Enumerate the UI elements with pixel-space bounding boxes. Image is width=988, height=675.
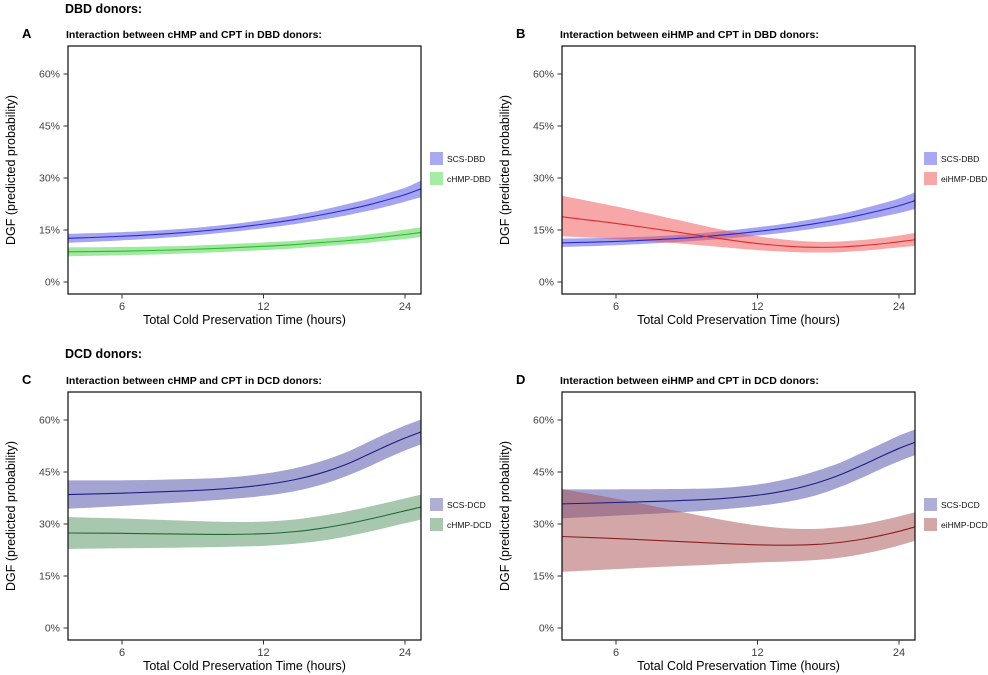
line-chmp-dcd <box>68 506 421 535</box>
panel-title: Interaction between eiHMP and CPT in DCD… <box>560 375 819 387</box>
line-scs-dcd <box>562 441 915 505</box>
panel-a-chart: A Interaction between cHMP and CPT in DBD… <box>4 26 491 327</box>
plot-border <box>561 391 916 641</box>
x-tick-label: 6 <box>119 647 125 659</box>
legend-swatch-chmp-dcd <box>430 518 443 531</box>
legend: SCS-DBD eiHMP-DBD <box>924 152 987 185</box>
ribbon-scs-dcd <box>68 419 421 509</box>
legend-swatch-scs-dcd <box>430 498 443 511</box>
legend-swatch-scs-dcd <box>924 498 937 511</box>
panel-letter: A <box>22 26 32 41</box>
panel-c: C Interaction between cHMP and CPT in DCD… <box>0 368 494 675</box>
legend-label: SCS-DBD <box>941 154 979 164</box>
x-tick-label: 12 <box>257 647 269 659</box>
legend: SCS-DCD eiHMP-DCD <box>924 498 988 531</box>
x-axis-title: Total Cold Preservation Time (hours) <box>143 313 346 327</box>
y-tick-label: 60% <box>39 69 60 81</box>
y-tick-label: 0% <box>45 277 60 289</box>
legend-swatch-scs-dbd <box>430 152 443 165</box>
panel-title: Interaction between eiHMP and CPT in DBD… <box>560 29 819 41</box>
panel-title: Interaction between cHMP and CPT in DBD … <box>66 29 322 41</box>
group-header-dbd: DBD donors: <box>65 2 143 16</box>
y-axis-title: DGF (predicted probability) <box>498 441 512 591</box>
panel-b-chart: B Interaction between eiHMP and CPT in DB… <box>498 26 987 327</box>
legend-label: eiHMP-DBD <box>941 174 987 184</box>
y-tick-label: 0% <box>539 623 554 635</box>
ribbon-eihmp-dbd <box>562 195 915 253</box>
panel-letter: C <box>22 372 32 387</box>
legend-swatch-scs-dbd <box>924 152 937 165</box>
x-tick-label: 24 <box>399 647 411 659</box>
x-axis-title: Total Cold Preservation Time (hours) <box>637 313 840 327</box>
y-tick-label: 15% <box>533 571 554 583</box>
x-tick-label: 12 <box>751 647 763 659</box>
y-tick-label: 60% <box>39 415 60 427</box>
legend-swatch-eihmp-dcd <box>924 518 937 531</box>
y-axis-title: DGF (predicted probability) <box>4 441 18 591</box>
x-axis-title: Total Cold Preservation Time (hours) <box>143 659 346 673</box>
legend-swatch-eihmp-dbd <box>924 172 937 185</box>
y-tick-label: 60% <box>533 69 554 81</box>
plot-area <box>562 46 915 294</box>
y-tick-label: 45% <box>39 467 60 479</box>
line-scs-dcd <box>68 431 421 496</box>
legend-label: SCS-DCD <box>447 500 486 510</box>
legend: SCS-DBD cHMP-DBD <box>430 152 491 185</box>
legend-swatch-chmp-dbd <box>430 172 443 185</box>
line-eihmp-dcd <box>562 526 915 546</box>
y-tick-label: 30% <box>39 173 60 185</box>
x-tick-label: 6 <box>613 301 619 313</box>
y-axis-title: DGF (predicted probability) <box>498 95 512 245</box>
panel-letter: D <box>516 372 525 387</box>
legend-label: eiHMP-DCD <box>941 520 988 530</box>
y-tick-label: 0% <box>45 623 60 635</box>
panel-a: A Interaction between cHMP and CPT in DBD… <box>0 22 494 329</box>
y-tick-label: 60% <box>533 415 554 427</box>
line-scs-dbd <box>68 188 421 239</box>
y-tick-label: 45% <box>533 121 554 133</box>
y-tick-label: 0% <box>539 277 554 289</box>
legend-label: SCS-DBD <box>447 154 485 164</box>
ribbon-scs-dcd <box>562 429 915 519</box>
x-tick-label: 12 <box>751 301 763 313</box>
ribbon-chmp-dbd <box>68 227 421 257</box>
line-chmp-dbd <box>68 231 421 253</box>
x-axis-title: Total Cold Preservation Time (hours) <box>637 659 840 673</box>
plot-border <box>67 391 422 641</box>
y-tick-label: 15% <box>39 571 60 583</box>
ribbon-eihmp-dcd <box>562 489 915 572</box>
y-tick-label: 15% <box>533 225 554 237</box>
panel-d: D Interaction between eiHMP and CPT in DC… <box>494 368 988 675</box>
x-tick-label: 24 <box>893 647 905 659</box>
y-tick-label: 45% <box>39 121 60 133</box>
line-eihmp-dbd <box>562 216 915 248</box>
x-tick-label: 12 <box>257 301 269 313</box>
y-tick-label: 30% <box>533 519 554 531</box>
legend-label: SCS-DCD <box>941 500 980 510</box>
panel-b: B Interaction between eiHMP and CPT in DB… <box>494 22 988 329</box>
x-tick-label: 6 <box>119 301 125 313</box>
legend: SCS-DCD cHMP-DCD <box>430 498 491 531</box>
panel-d-chart: D Interaction between eiHMP and CPT in DC… <box>498 372 988 673</box>
panel-c-chart: C Interaction between cHMP and CPT in DCD… <box>4 372 491 673</box>
legend-label: cHMP-DCD <box>447 520 491 530</box>
plot-border <box>67 45 422 295</box>
panel-title: Interaction between cHMP and CPT in DCD … <box>66 375 322 387</box>
y-tick-label: 45% <box>533 467 554 479</box>
panel-letter: B <box>516 26 525 41</box>
legend-label: cHMP-DBD <box>447 174 491 184</box>
y-tick-label: 30% <box>533 173 554 185</box>
y-tick-label: 30% <box>39 519 60 531</box>
plot-area <box>68 46 421 294</box>
y-tick-label: 15% <box>39 225 60 237</box>
group-header-dcd: DCD donors: <box>65 347 143 361</box>
y-axis-title: DGF (predicted probability) <box>4 95 18 245</box>
x-tick-label: 24 <box>893 301 905 313</box>
ribbon-chmp-dcd <box>68 494 421 549</box>
x-tick-label: 6 <box>613 647 619 659</box>
x-tick-label: 24 <box>399 301 411 313</box>
line-scs-dbd <box>562 200 915 244</box>
plot-border <box>561 45 916 295</box>
